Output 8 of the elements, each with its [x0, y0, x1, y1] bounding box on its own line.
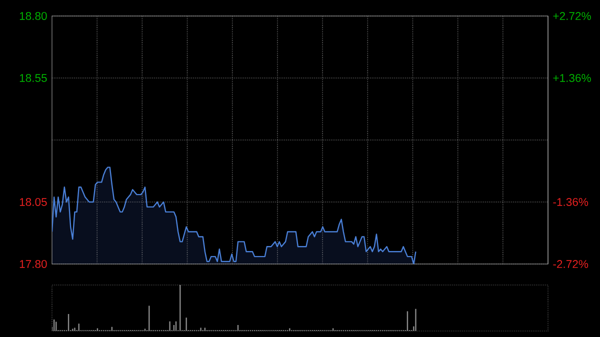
- y2-tick-label: -1.36%: [553, 198, 588, 206]
- y-tick-label: 18.05: [20, 198, 47, 206]
- y2-tick-label: -2.72%: [553, 260, 588, 268]
- y2-tick-label: +1.36%: [553, 74, 591, 82]
- y-tick-label: 17.80: [20, 260, 47, 268]
- y2-tick-label: +2.72%: [553, 12, 591, 20]
- y-tick-label: 18.55: [20, 74, 47, 82]
- y-tick-label: 18.80: [20, 12, 47, 20]
